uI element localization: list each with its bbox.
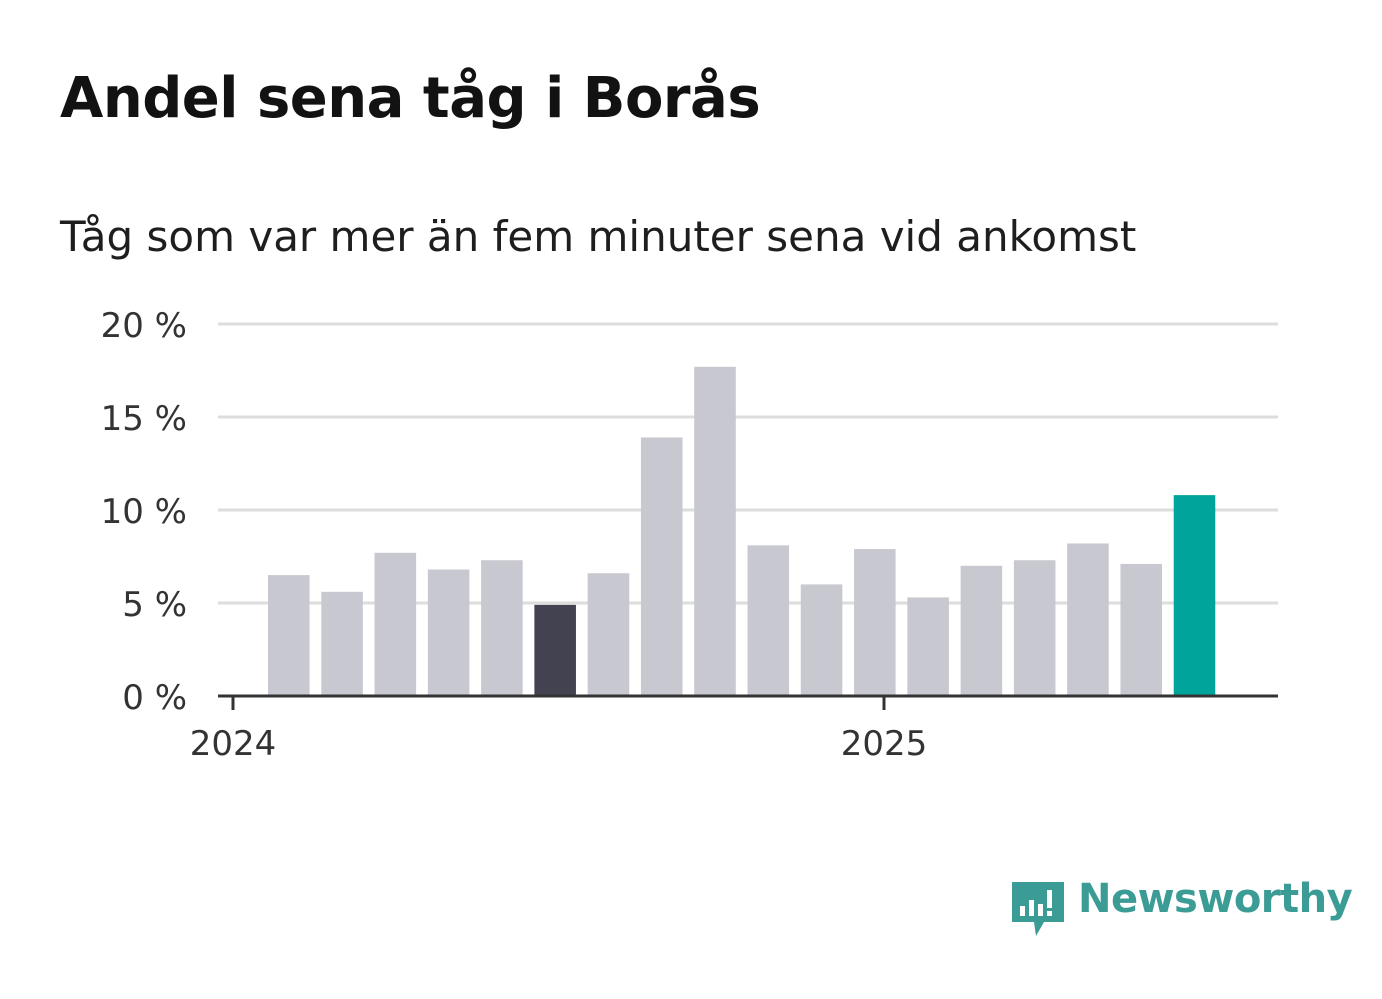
x-tick-label: 2025 — [841, 724, 928, 764]
bar — [534, 604, 576, 696]
bar — [587, 573, 630, 696]
brand-name: Newsworthy — [1078, 876, 1353, 922]
x-axis — [218, 694, 1278, 710]
newsworthy-logo-icon — [1012, 882, 1064, 936]
bar — [747, 545, 790, 696]
y-tick-label: 5 % — [122, 585, 187, 625]
bar — [694, 366, 736, 696]
bar — [960, 565, 1003, 696]
bars — [268, 366, 1216, 696]
chart-subtitle: Tåg som var mer än fem minuter sena vid … — [60, 212, 1137, 261]
y-tick-label: 20 % — [101, 306, 187, 346]
bar — [854, 549, 896, 696]
bar — [1120, 563, 1163, 696]
bar — [1013, 560, 1056, 696]
bar — [481, 560, 523, 696]
x-tick-label: 2024 — [190, 724, 277, 764]
bar — [1173, 495, 1216, 696]
chart-title: Andel sena tåg i Borås — [60, 66, 761, 131]
x-axis-tick-labels: 2024 2025 — [190, 724, 928, 764]
bar — [907, 597, 949, 696]
y-axis-tick-labels: 0 % 5 % 10 % 15 % 20 % — [101, 306, 187, 718]
y-tick-label: 0 % — [122, 678, 187, 718]
bar — [800, 584, 843, 696]
bar — [321, 591, 363, 696]
bar — [427, 569, 470, 696]
bar — [268, 575, 310, 696]
bar — [640, 437, 683, 696]
bar — [1067, 543, 1109, 696]
y-tick-label: 10 % — [101, 492, 187, 532]
y-tick-label: 15 % — [101, 399, 187, 439]
bar — [374, 552, 417, 696]
